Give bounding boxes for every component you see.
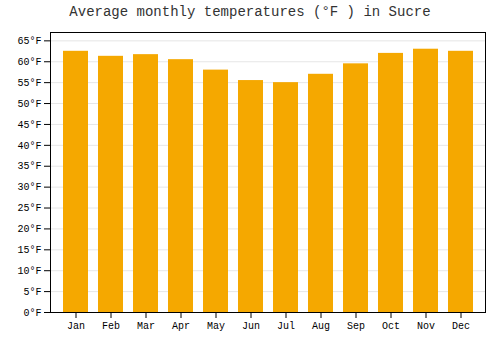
svg-text:Mar: Mar bbox=[137, 321, 155, 332]
svg-text:20°F: 20°F bbox=[17, 224, 41, 235]
svg-text:55°F: 55°F bbox=[17, 78, 41, 89]
svg-text:5°F: 5°F bbox=[23, 287, 41, 298]
svg-text:40°F: 40°F bbox=[17, 141, 41, 152]
svg-text:Dec: Dec bbox=[452, 321, 470, 332]
svg-text:35°F: 35°F bbox=[17, 161, 41, 172]
svg-text:Nov: Nov bbox=[417, 321, 435, 332]
svg-text:10°F: 10°F bbox=[17, 266, 41, 277]
svg-text:45°F: 45°F bbox=[17, 120, 41, 131]
svg-text:50°F: 50°F bbox=[17, 99, 41, 110]
svg-text:Jul: Jul bbox=[277, 321, 295, 332]
svg-text:Apr: Apr bbox=[172, 321, 190, 332]
svg-text:May: May bbox=[207, 321, 225, 332]
svg-text:Aug: Aug bbox=[312, 321, 330, 332]
svg-text:60°F: 60°F bbox=[17, 57, 41, 68]
html-text:Average monthly temperatures (: Average monthly temperatures (°F ) in Su… bbox=[69, 4, 431, 20]
svg-text:30°F: 30°F bbox=[17, 182, 41, 193]
svg-text:Jan: Jan bbox=[67, 321, 85, 332]
svg-text:Jun: Jun bbox=[242, 321, 260, 332]
svg-text:25°F: 25°F bbox=[17, 203, 41, 214]
svg-text:15°F: 15°F bbox=[17, 245, 41, 256]
svg-text:Sep: Sep bbox=[347, 321, 365, 332]
svg-text:0°F: 0°F bbox=[23, 308, 41, 319]
svg-text:Feb: Feb bbox=[102, 321, 120, 332]
svg-text:65°F: 65°F bbox=[17, 36, 41, 47]
svg-text:Oct: Oct bbox=[382, 321, 400, 332]
